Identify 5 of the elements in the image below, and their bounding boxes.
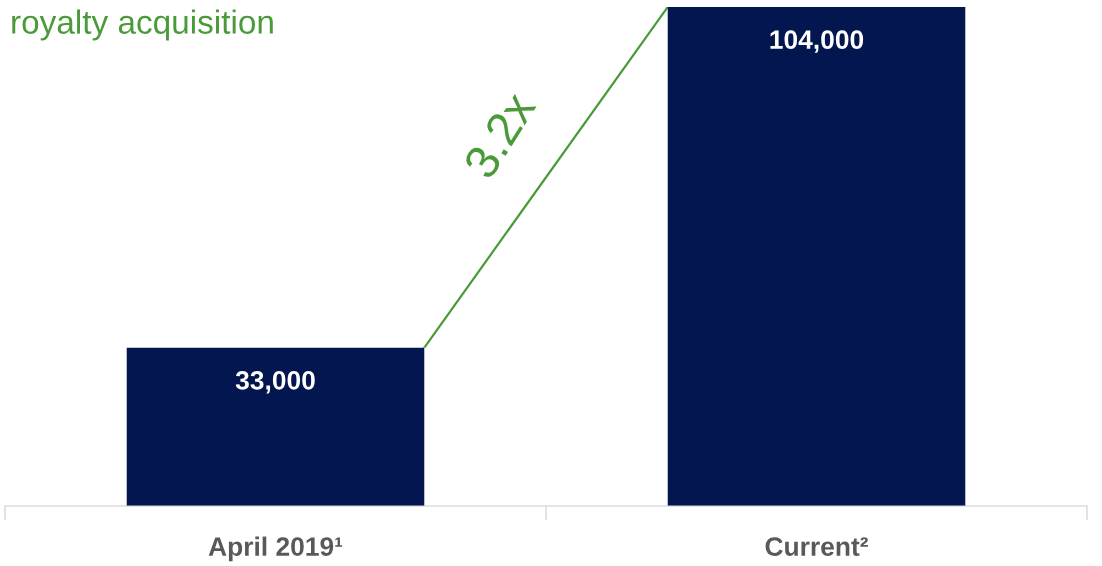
chart-title: royalty acquisition [12,9,273,41]
x-tick-label: April 2019¹ [208,536,343,562]
x-tick-label: Current² [765,537,868,556]
data-label: 33,000 [235,370,315,394]
data-label: 104,000 [770,30,864,53]
